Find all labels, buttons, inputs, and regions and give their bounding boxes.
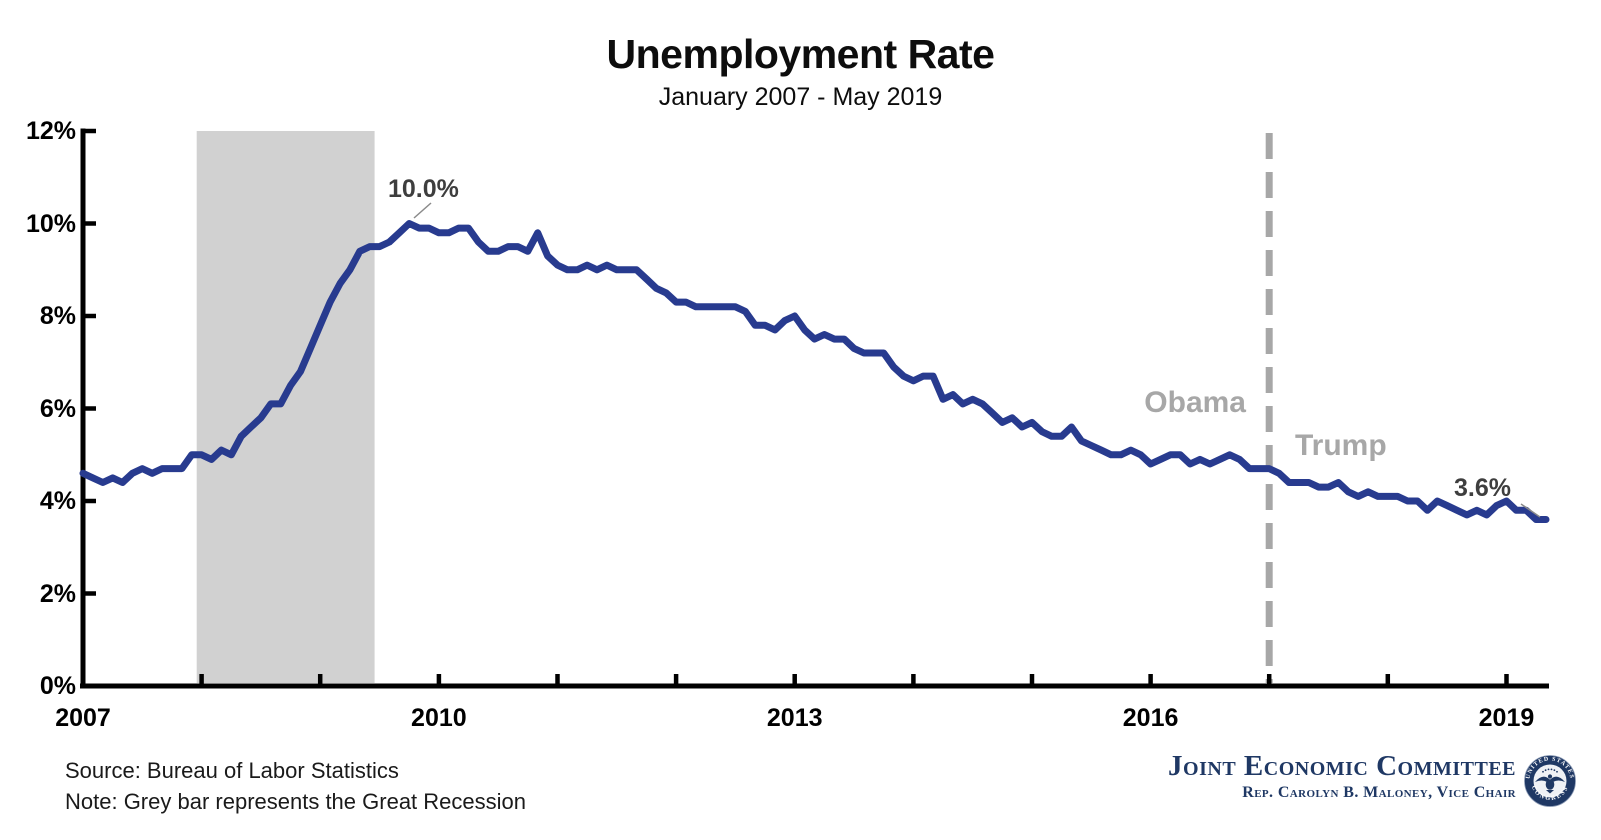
jec-branding: Joint Economic Committee Rep. Carolyn B.… <box>1168 751 1516 802</box>
vice-chair-name: Rep. Carolyn B. Maloney, Vice Chair <box>1242 784 1516 802</box>
x-axis-label: 2007 <box>55 704 111 732</box>
y-axis-label: 2% <box>39 579 76 608</box>
peak-annotation-leader <box>413 202 432 219</box>
y-axis-label: 12% <box>25 117 76 145</box>
y-axis-label: 4% <box>39 487 76 515</box>
congress-seal-icon: UNITED STATES CONGRESS <box>1524 755 1576 807</box>
unemployment-rate-line <box>79 220 1550 523</box>
latest-annotation-leader <box>1520 503 1541 518</box>
y-axis-label: 0% <box>39 672 76 700</box>
y-axis-label: 8% <box>39 302 76 330</box>
x-axis-label: 2013 <box>766 704 823 732</box>
peak-value-annotation: 10.0% <box>388 175 459 203</box>
chart-subtitle: January 2007 - May 2019 <box>658 83 943 111</box>
x-axis-label: 2010 <box>411 704 467 732</box>
source-note: Source: Bureau of Labor Statistics <box>65 758 399 783</box>
y-axis-label: 6% <box>39 394 76 423</box>
recession-note: Note: Grey bar represents the Great Rece… <box>65 789 526 814</box>
committee-name: Joint Economic Committee <box>1168 750 1516 782</box>
latest-value-annotation: 3.6% <box>1454 474 1511 502</box>
chart-title: Unemployment Rate <box>606 31 995 77</box>
obama-era-label: Obama <box>1144 386 1246 419</box>
seal-eagle-icon <box>1535 768 1565 794</box>
x-axis-label: 2016 <box>1122 704 1179 732</box>
trump-era-label: Trump <box>1295 429 1387 462</box>
y-axis-label: 10% <box>25 209 76 238</box>
recession-band <box>196 131 375 683</box>
x-axis-label: 2019 <box>1478 704 1535 732</box>
